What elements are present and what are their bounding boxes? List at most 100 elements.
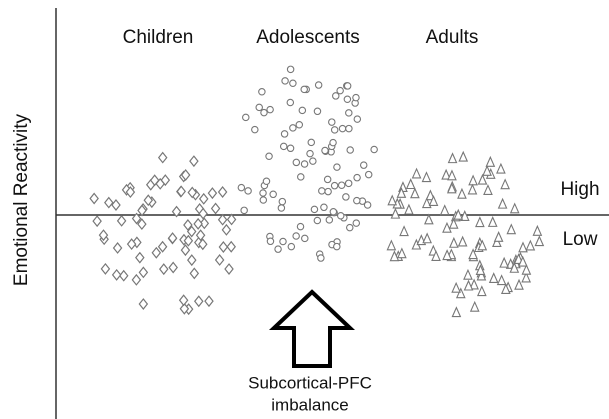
marker [187, 254, 197, 267]
marker [126, 238, 137, 251]
marker [318, 187, 326, 195]
marker [143, 194, 154, 207]
y-axis-label: Emotional Reactivity [11, 113, 32, 286]
marker [89, 192, 99, 205]
marker [325, 216, 334, 224]
marker [210, 202, 221, 215]
marker [421, 171, 432, 183]
marker [458, 150, 469, 162]
marker [509, 202, 520, 214]
marker [180, 169, 191, 181]
marker [289, 79, 297, 88]
marker [496, 162, 506, 174]
arrow-label: imbalance [271, 395, 349, 414]
marker [446, 182, 457, 194]
group-label: Children [123, 27, 194, 48]
marker [343, 82, 352, 90]
marker [344, 179, 353, 188]
marker [214, 254, 225, 266]
marker [387, 194, 398, 206]
marker [286, 65, 295, 74]
marker [149, 174, 160, 187]
marker [255, 103, 263, 112]
marker [277, 204, 286, 212]
marker [482, 164, 492, 176]
marker [370, 145, 378, 154]
arrow-label: Subcortical-PFC [248, 373, 372, 392]
marker [330, 126, 339, 134]
marker [338, 124, 347, 133]
marker [111, 199, 121, 211]
marker [467, 183, 478, 195]
marker [459, 210, 470, 221]
marker [281, 77, 289, 85]
marker [475, 264, 486, 276]
marker [116, 214, 127, 227]
marker [198, 238, 208, 251]
marker [333, 242, 341, 251]
level-label: High [560, 179, 599, 200]
marker [451, 281, 461, 293]
marker [221, 223, 232, 236]
marker [300, 85, 308, 94]
marker [295, 121, 304, 129]
marker [463, 268, 473, 280]
marker [313, 216, 322, 225]
marker [265, 152, 273, 161]
marker [306, 149, 314, 158]
marker [517, 255, 528, 267]
marker [359, 161, 368, 169]
group-label: Adults [426, 27, 479, 48]
marker [405, 178, 416, 190]
marker [509, 261, 520, 273]
marker [292, 232, 300, 240]
marker [242, 113, 250, 122]
marker [449, 236, 459, 248]
marker [476, 285, 487, 297]
marker [217, 186, 228, 198]
arrow [268, 289, 356, 368]
marker [286, 144, 295, 153]
marker [492, 236, 502, 248]
marker [237, 183, 246, 192]
marker [453, 208, 464, 220]
marker [183, 218, 193, 231]
marker [353, 196, 361, 205]
marker [363, 201, 372, 209]
marker [345, 124, 353, 133]
marker [332, 92, 340, 100]
marker [468, 248, 478, 260]
marker [499, 256, 509, 268]
marker [280, 130, 289, 138]
marker [266, 105, 274, 114]
marker [198, 192, 209, 205]
marker [390, 207, 401, 219]
marker [309, 157, 317, 165]
marker [168, 261, 178, 274]
marker [297, 173, 305, 181]
marker [198, 207, 208, 220]
marker [193, 295, 204, 308]
marker [278, 197, 287, 206]
marker [421, 197, 432, 209]
marker [217, 213, 228, 226]
marker [442, 221, 452, 233]
group-label: Adolescents [256, 27, 360, 48]
marker [187, 186, 198, 199]
marker [244, 187, 252, 195]
marker [118, 269, 129, 282]
marker [353, 115, 362, 123]
marker [469, 278, 479, 290]
marker [500, 283, 511, 295]
marker [485, 155, 496, 167]
marker [262, 177, 271, 185]
marker [476, 269, 487, 281]
marker [137, 218, 147, 231]
marker [328, 118, 336, 126]
marker [317, 254, 325, 262]
marker [266, 237, 275, 246]
marker [493, 230, 504, 242]
marker [463, 279, 474, 291]
marker [389, 250, 400, 262]
marker [497, 197, 508, 209]
